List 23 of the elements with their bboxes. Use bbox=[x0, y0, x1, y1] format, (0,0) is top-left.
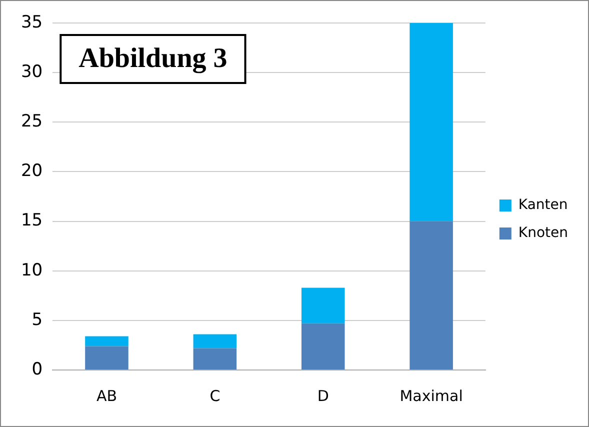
y-tick-label: 0 bbox=[32, 359, 43, 380]
y-tick-label: 35 bbox=[20, 12, 43, 32]
y-tick-label: 25 bbox=[20, 112, 43, 132]
bar bbox=[193, 334, 237, 348]
bar bbox=[85, 346, 128, 370]
bar bbox=[410, 23, 453, 222]
bar bbox=[301, 323, 345, 370]
legend-label: Knoten bbox=[518, 225, 568, 242]
text: Abbildung 3 bbox=[78, 43, 228, 74]
y-tick-label: 30 bbox=[20, 62, 43, 82]
bar bbox=[193, 348, 237, 370]
bar bbox=[85, 336, 128, 346]
x-tick-label: C bbox=[210, 386, 220, 405]
y-tick-label: 15 bbox=[20, 210, 43, 231]
y-tick-label: 20 bbox=[20, 161, 43, 182]
x-tick-label: Maximal bbox=[400, 386, 463, 405]
bar bbox=[410, 221, 453, 370]
bar bbox=[301, 288, 345, 324]
y-tick-label: 10 bbox=[20, 260, 43, 280]
x-tick-label: D bbox=[317, 386, 329, 405]
y-tick-label: 5 bbox=[32, 310, 43, 330]
legend-label: Kanten bbox=[518, 197, 568, 214]
x-tick-label: AB bbox=[96, 386, 118, 405]
